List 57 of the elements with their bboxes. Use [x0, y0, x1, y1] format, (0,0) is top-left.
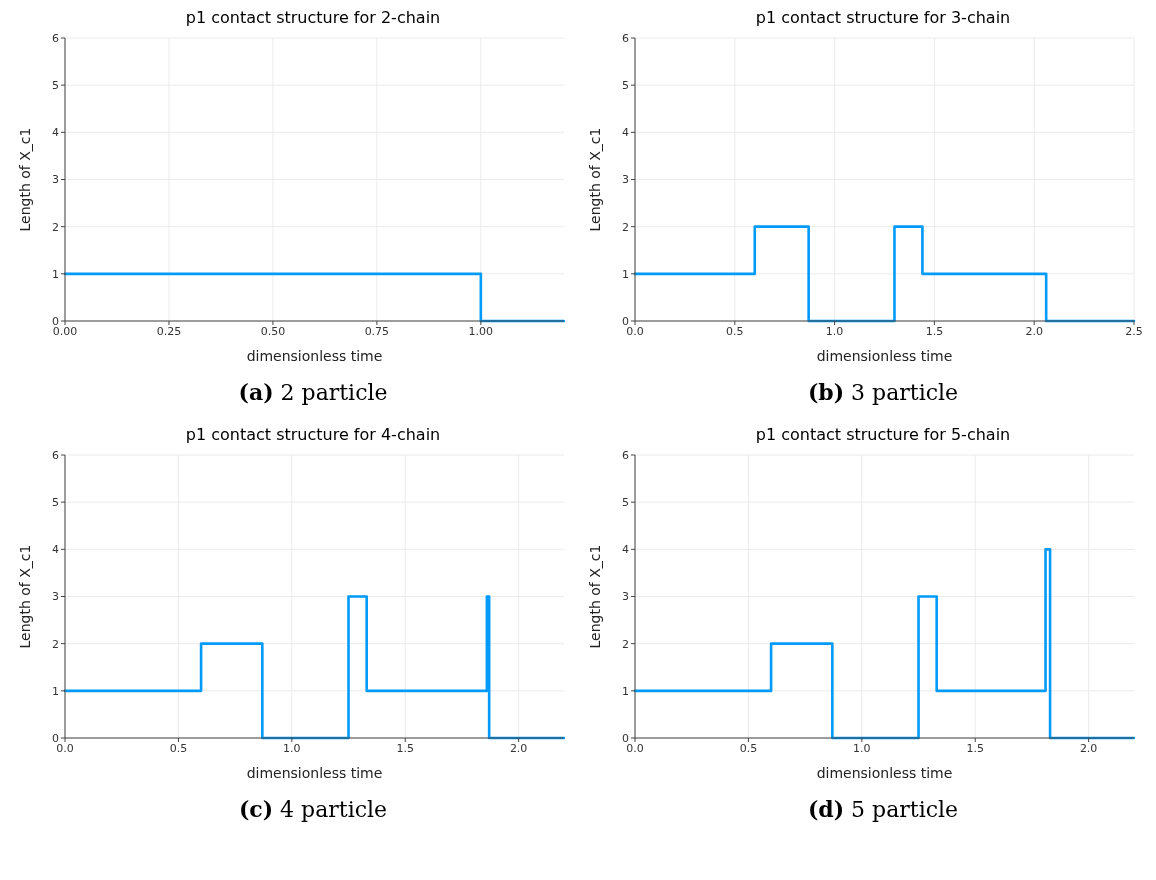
y-tick-label: 6: [51, 448, 59, 462]
text: (a) 2 particle: [238, 379, 388, 405]
y-tick-label: 5: [51, 496, 59, 510]
y-axis-title: Length of X_c1: [16, 127, 33, 232]
y-tick-label: 2: [51, 220, 59, 234]
chart-title: p1 contact structure for 5-chain: [755, 425, 1011, 446]
x-tick-label: 2.0: [1024, 324, 1043, 338]
x-tick-label: 1.0: [282, 741, 301, 755]
x-tick-label: 1.00: [468, 324, 493, 338]
x-axis-title: dimensionless time: [246, 348, 382, 364]
y-tick-label: 3: [621, 173, 629, 187]
y-axis-title: Length of X_c1: [586, 127, 603, 232]
y-tick-label: 6: [51, 31, 59, 45]
x-tick-label: 0.50: [260, 324, 285, 338]
chart-title: p1 contact structure for 4-chain: [185, 425, 441, 446]
x-tick-label: 2.5: [1124, 324, 1143, 338]
x-tick-label: 1.0: [825, 324, 843, 338]
y-tick-label: 5: [621, 496, 629, 510]
y-tick-label: 4: [621, 543, 629, 557]
x-tick-label: 0.5: [725, 324, 744, 338]
y-tick-label: 6: [621, 31, 629, 45]
y-tick-label: 3: [51, 590, 59, 604]
y-tick-label: 5: [51, 79, 59, 93]
y-tick-label: 1: [621, 267, 629, 281]
x-axis-title: dimensionless time: [816, 348, 952, 364]
y-tick-label: 2: [621, 220, 629, 234]
y-axis-title: Length of X_c1: [586, 544, 603, 649]
y-tick-label: 1: [51, 267, 59, 281]
x-tick-label: 2.0: [509, 741, 527, 755]
chart-title: p1 contact structure for 2-chain: [185, 8, 441, 29]
x-tick-label: 0.75: [364, 324, 389, 338]
y-tick-label: 4: [621, 126, 629, 140]
y-tick-label: 1: [621, 684, 629, 698]
x-tick-label: 1.5: [395, 741, 414, 755]
x-tick-label: 0.5: [169, 741, 187, 755]
x-tick-label: 2.0: [1079, 741, 1097, 755]
x-tick-label: 1.5: [965, 741, 984, 755]
y-tick-label: 4: [51, 543, 59, 557]
text: (d) 5 particle: [807, 796, 959, 822]
x-tick-label: 1.5: [925, 324, 943, 338]
y-tick-label: 2: [51, 637, 59, 651]
chart-title: p1 contact structure for 3-chain: [755, 8, 1011, 29]
text: (c) 4 particle: [238, 796, 388, 822]
y-tick-label: 3: [621, 590, 629, 604]
x-axis-title: dimensionless time: [246, 765, 382, 781]
y-tick-label: 3: [51, 173, 59, 187]
x-tick-label: 1.0: [852, 741, 871, 755]
y-tick-label: 6: [621, 448, 629, 462]
x-axis-title: dimensionless time: [816, 765, 952, 781]
y-tick-label: 1: [51, 684, 59, 698]
y-tick-label: 5: [621, 79, 629, 93]
y-tick-label: 4: [51, 126, 59, 140]
y-axis-title: Length of X_c1: [16, 544, 33, 649]
y-tick-label: 2: [621, 637, 629, 651]
x-tick-label: 0.5: [739, 741, 757, 755]
x-tick-label: 0.25: [156, 324, 181, 338]
text: (b) 3 particle: [807, 379, 959, 405]
